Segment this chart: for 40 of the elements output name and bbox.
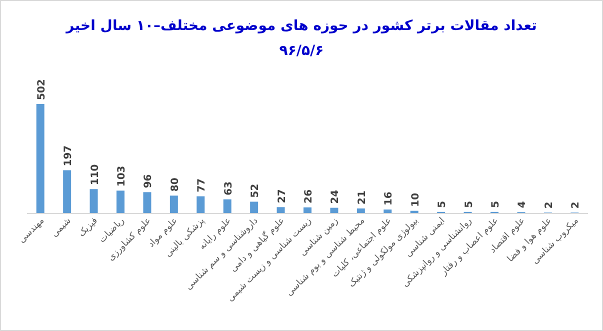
data-label: 197 <box>63 145 74 166</box>
data-label: 63 <box>223 181 234 196</box>
bar <box>116 190 124 213</box>
data-label: 5 <box>490 200 502 208</box>
data-label: 2 <box>570 202 582 209</box>
data-label: 77 <box>196 178 208 192</box>
bar <box>63 170 72 213</box>
bar <box>276 207 285 213</box>
data-label: 26 <box>304 189 314 204</box>
bar <box>170 196 178 213</box>
bar <box>90 189 98 213</box>
bar <box>36 104 44 213</box>
bar <box>356 208 365 213</box>
data-label: 24 <box>330 190 342 204</box>
bar <box>304 207 312 213</box>
bar <box>223 199 232 213</box>
data-label: 110 <box>90 164 101 186</box>
data-label: 52 <box>250 184 262 198</box>
data-label: 21 <box>356 190 368 204</box>
bar <box>196 196 205 213</box>
data-label: 16 <box>384 192 395 206</box>
chart-subtitle: ۹۶/۵/۶ <box>279 43 324 59</box>
x-tick-label: فیزیک <box>76 216 100 240</box>
data-label: 502 <box>36 79 48 100</box>
bar <box>143 192 152 213</box>
data-label: 10 <box>410 192 422 207</box>
x-tick-label: مهندسی <box>17 216 47 246</box>
chart-title: تعداد مقالات برتر کشور در حوزه های موضوعی مختلف–۱۰ سال اخیر <box>65 18 537 34</box>
x-tick-label: شیمی <box>50 216 74 240</box>
data-label: 2 <box>544 202 555 209</box>
data-label: 103 <box>116 166 128 187</box>
bar <box>384 210 392 213</box>
bar <box>330 208 338 213</box>
data-label: 4 <box>517 201 528 208</box>
bar <box>250 202 258 213</box>
data-label: 80 <box>170 178 181 192</box>
data-label: 27 <box>276 189 288 204</box>
data-label: 5 <box>464 200 475 208</box>
data-label: 5 <box>437 200 448 208</box>
data-label: 96 <box>143 174 154 188</box>
